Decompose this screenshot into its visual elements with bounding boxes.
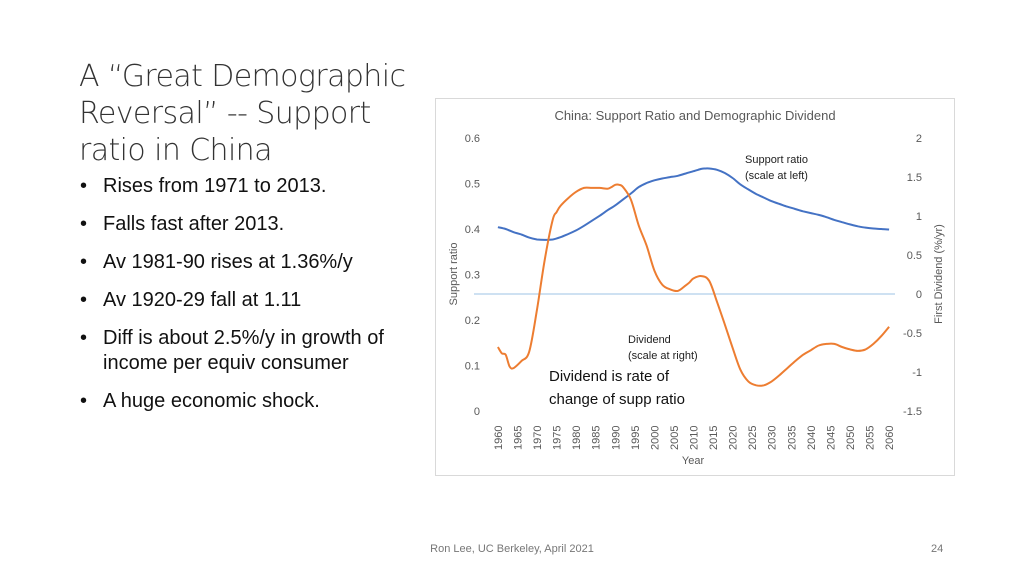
bullet-dot-icon: • bbox=[80, 175, 88, 197]
y-left-tick-label: 0.1 bbox=[465, 361, 480, 373]
note-line-2: change of supp ratio bbox=[549, 391, 685, 408]
x-tick-label: 1960 bbox=[493, 426, 505, 450]
bullet-text: A huge economic shock. bbox=[103, 390, 320, 412]
support-dividend-chart: China: Support Ratio and Demographic Div… bbox=[448, 108, 945, 467]
y-left-tick-label: 0.5 bbox=[465, 179, 480, 191]
support-label-line-2: (scale at left) bbox=[745, 170, 808, 182]
x-tick-label: 1965 bbox=[512, 426, 524, 450]
y-left-tick-label: 0.6 bbox=[465, 133, 480, 145]
page-number: 24 bbox=[931, 543, 944, 555]
chart-title: China: Support Ratio and Demographic Div… bbox=[554, 108, 835, 123]
y-right-tick-label: 0.5 bbox=[907, 250, 922, 262]
bullet-text: Av 1981-90 rises at 1.36%/y bbox=[103, 251, 353, 273]
x-tick-label: 1980 bbox=[571, 426, 583, 450]
y-left-tick-label: 0.3 bbox=[465, 270, 480, 282]
x-tick-label: 1995 bbox=[630, 426, 642, 450]
x-tick-label: 2005 bbox=[669, 426, 681, 450]
bullet-item: • Falls fast after 2013. bbox=[80, 212, 410, 237]
y-axis-left-label: Support ratio bbox=[448, 243, 460, 306]
x-tick-label: 1985 bbox=[591, 426, 603, 450]
y-right-tick-label: 0 bbox=[916, 289, 922, 301]
y-right-tick-label: 1.5 bbox=[907, 172, 922, 184]
x-tick-label: 2050 bbox=[845, 426, 857, 450]
y-left-tick-label: 0.4 bbox=[465, 224, 480, 236]
dividend-line bbox=[497, 183, 890, 387]
slide-title: A “Great Demographic Reversal” -- Suppor… bbox=[79, 59, 406, 168]
bullet-dot-icon: • bbox=[80, 289, 88, 311]
x-tick-label: 2010 bbox=[689, 426, 701, 450]
x-axis-label: Year bbox=[682, 455, 705, 467]
bullet-item: • Rises from 1971 to 2013. bbox=[80, 174, 410, 199]
bullet-item: • Av 1981-90 rises at 1.36%/y bbox=[80, 250, 410, 275]
bullet-item: • Av 1920-29 fall at 1.11 bbox=[80, 288, 410, 313]
bullet-text: Av 1920-29 fall at 1.11 bbox=[103, 289, 302, 311]
y-left-tick-label: 0 bbox=[474, 406, 480, 418]
slide-footer: Ron Lee, UC Berkeley, April 2021 bbox=[430, 543, 594, 555]
x-tick-label: 1975 bbox=[552, 426, 564, 450]
x-tick-label: 2040 bbox=[806, 426, 818, 450]
y-right-tick-label: -1 bbox=[912, 367, 922, 379]
x-tick-label: 2020 bbox=[728, 426, 740, 450]
bullet-text: Rises from 1971 to 2013. bbox=[103, 175, 327, 197]
bullet-text: Diff is about 2.5%/y in growth of income… bbox=[103, 327, 384, 374]
support-ratio-line bbox=[497, 167, 890, 241]
dividend-label-line-1: Dividend bbox=[628, 334, 671, 346]
support-label-line-1: Support ratio bbox=[745, 154, 808, 166]
bullet-item: • Diff is about 2.5%/y in growth of incom… bbox=[80, 326, 410, 376]
x-tick-label: 2060 bbox=[884, 426, 896, 450]
bullet-dot-icon: • bbox=[80, 390, 88, 412]
x-tick-label: 2045 bbox=[825, 426, 837, 450]
x-tick-label: 2055 bbox=[865, 426, 877, 450]
note-line-1: Dividend is rate of bbox=[549, 368, 670, 385]
x-tick-label: 2025 bbox=[747, 426, 759, 450]
x-tick-label: 2030 bbox=[767, 426, 779, 450]
y-left-tick-label: 0.2 bbox=[465, 315, 480, 327]
bullet-item: • A huge economic shock. bbox=[80, 389, 410, 414]
x-tick-label: 2000 bbox=[649, 426, 661, 450]
y-right-tick-label: 1 bbox=[916, 211, 922, 223]
y-right-tick-label: 2 bbox=[916, 133, 922, 145]
x-tick-label: 2035 bbox=[786, 426, 798, 450]
y-axis-right-label: First Dividend (%/yr) bbox=[933, 224, 945, 324]
bullet-list: • Rises from 1971 to 2013. • Falls fast af… bbox=[80, 174, 410, 427]
x-tick-label: 1990 bbox=[610, 426, 622, 450]
chart-container: China: Support Ratio and Demographic Div… bbox=[435, 98, 955, 476]
y-right-tick-label: -0.5 bbox=[903, 328, 922, 340]
x-tick-label: 2015 bbox=[708, 426, 720, 450]
bullet-dot-icon: • bbox=[80, 213, 88, 235]
bullet-text: Falls fast after 2013. bbox=[103, 213, 285, 235]
x-tick-label: 1970 bbox=[532, 426, 544, 450]
y-right-tick-label: -1.5 bbox=[903, 406, 922, 418]
dividend-label-line-2: (scale at right) bbox=[628, 350, 698, 362]
bullet-dot-icon: • bbox=[80, 251, 88, 273]
bullet-dot-icon: • bbox=[80, 327, 88, 349]
